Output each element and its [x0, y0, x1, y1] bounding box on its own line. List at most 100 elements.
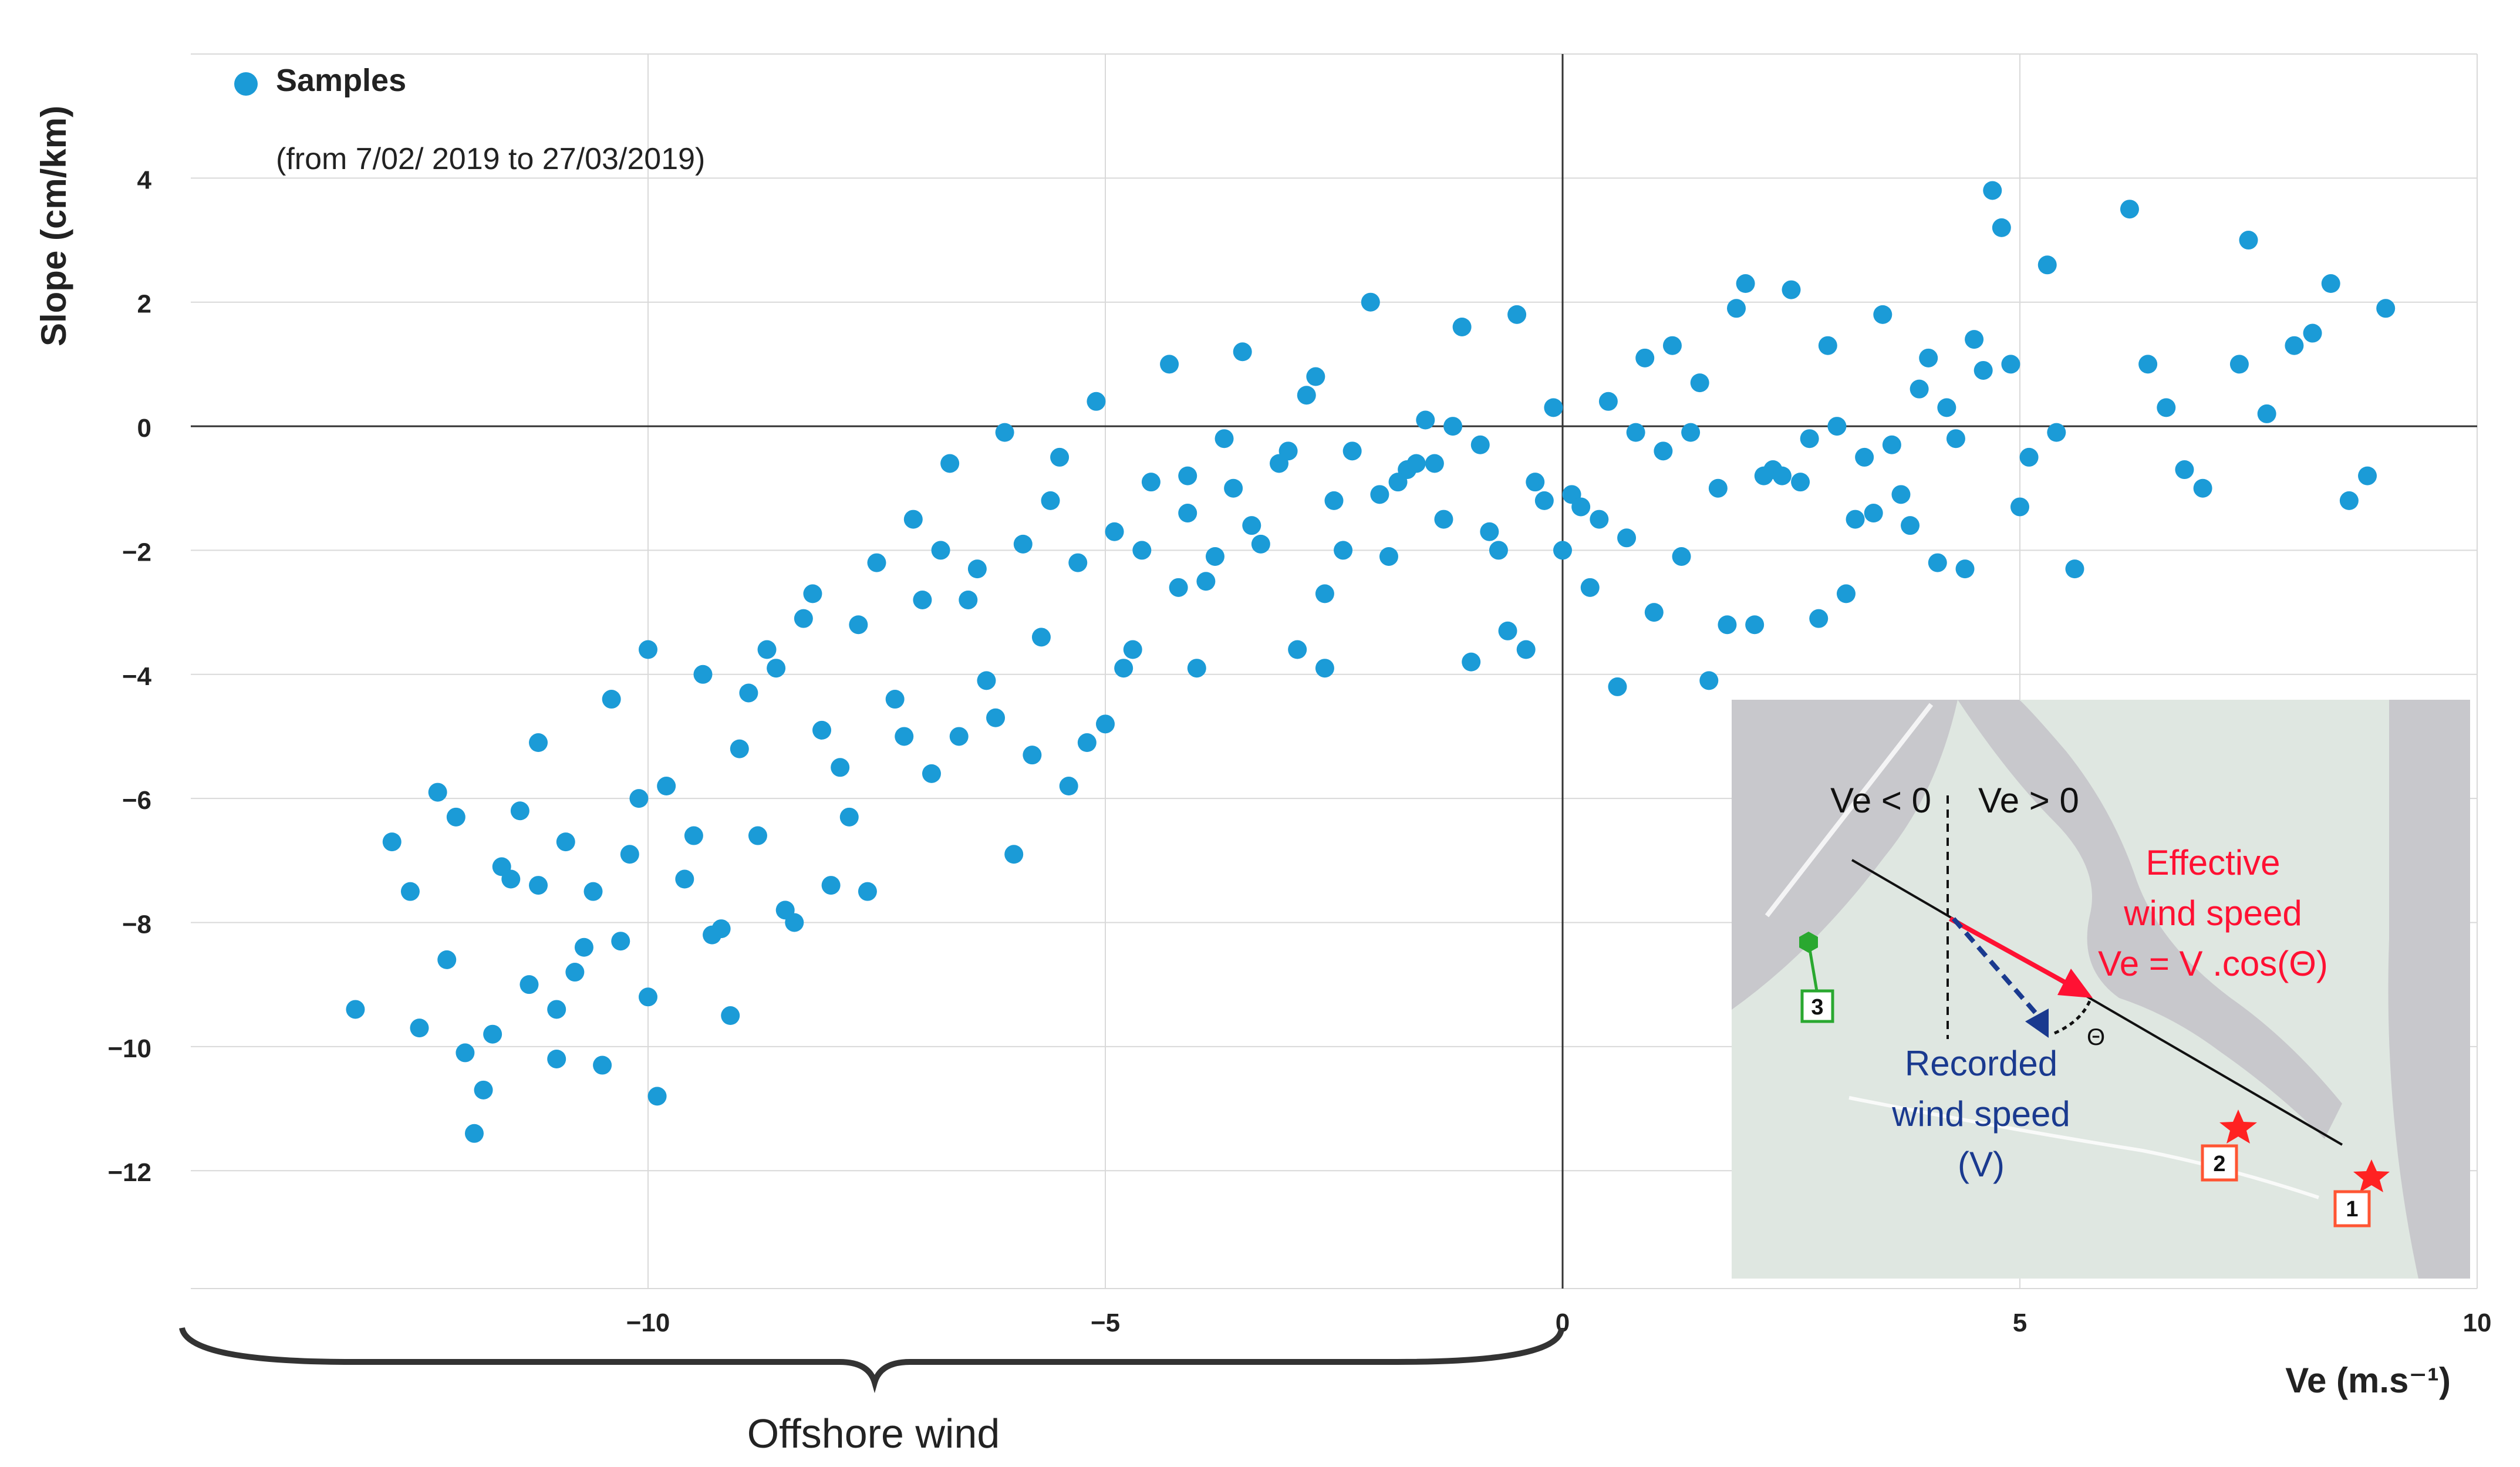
data-point — [1059, 777, 1078, 796]
data-point — [639, 987, 657, 1007]
data-point — [629, 789, 649, 808]
data-point — [1288, 640, 1307, 659]
data-point — [437, 950, 457, 969]
data-point — [1736, 274, 1755, 294]
data-point — [2175, 460, 2194, 480]
data-point — [858, 882, 877, 901]
data-point — [1489, 541, 1508, 560]
data-point — [2285, 336, 2304, 355]
y-tick-label: −2 — [122, 538, 151, 566]
recorded-label-3: (V) — [1958, 1145, 2005, 1184]
data-point — [1041, 491, 1060, 510]
data-point — [1718, 615, 1737, 635]
data-point — [1324, 491, 1344, 510]
data-point — [1846, 510, 1865, 529]
marker-2-star — [2219, 1109, 2257, 1144]
data-point — [1077, 733, 1097, 753]
data-point — [1571, 497, 1591, 517]
data-point — [574, 937, 593, 957]
data-point — [1425, 454, 1444, 473]
data-point — [2193, 478, 2212, 498]
data-point — [1013, 534, 1033, 554]
data-point — [812, 720, 832, 740]
data-point — [967, 559, 987, 579]
data-point — [583, 882, 603, 901]
data-point — [995, 423, 1014, 442]
data-point — [949, 727, 969, 746]
data-point — [1297, 386, 1316, 405]
data-point — [1105, 522, 1124, 541]
data-point — [2239, 231, 2258, 250]
data-point — [903, 510, 923, 529]
data-point — [1480, 522, 1499, 541]
recorded-label-1: Recorded — [1905, 1044, 2057, 1083]
data-point — [693, 665, 713, 684]
y-tick-label: 2 — [137, 290, 151, 319]
data-point — [1818, 336, 1837, 355]
inset-road — [1765, 703, 1934, 918]
offshore-label: Offshore wind — [747, 1411, 1000, 1456]
data-point — [1205, 547, 1224, 566]
inset-map: Ve < 0 Ve > 0 Θ Effective wind speed Ve … — [1732, 700, 2470, 1279]
data-point — [1672, 547, 1691, 566]
data-point — [986, 708, 1006, 727]
data-point — [428, 783, 447, 802]
recorded-arrowhead — [2025, 1009, 2049, 1038]
data-point — [1416, 410, 1435, 430]
data-point — [684, 826, 703, 845]
effective-vector — [1949, 916, 2073, 989]
data-point — [940, 454, 960, 473]
data-point — [2001, 355, 2020, 374]
grid — [191, 53, 2478, 1289]
data-point — [839, 807, 859, 827]
data-point — [2321, 274, 2340, 294]
data-point — [2065, 559, 2084, 579]
data-point — [2229, 355, 2249, 374]
data-point — [2138, 355, 2158, 374]
data-point — [821, 876, 841, 895]
data-point — [529, 876, 548, 895]
data-point — [1233, 342, 1252, 362]
data-point — [547, 1049, 566, 1068]
data-point — [1699, 671, 1719, 690]
data-point — [977, 671, 996, 690]
data-point — [1873, 305, 1892, 324]
data-point — [565, 963, 585, 982]
effective-label-1: Effective — [2145, 843, 2280, 882]
marker-1-star — [2353, 1159, 2390, 1192]
data-point — [456, 1043, 475, 1063]
data-point — [620, 845, 639, 864]
data-point — [2010, 497, 2029, 517]
data-point — [593, 1055, 612, 1075]
y-tick-label: −6 — [122, 786, 151, 815]
data-point — [913, 590, 932, 609]
data-point — [1681, 423, 1701, 442]
data-point — [785, 913, 804, 932]
data-point — [1974, 360, 1993, 380]
data-point — [1864, 504, 1883, 523]
data-point — [1580, 578, 1600, 597]
data-point — [1708, 478, 1728, 498]
data-point — [1983, 181, 2002, 200]
data-point — [1590, 510, 1609, 529]
data-point — [1937, 398, 1956, 417]
data-point — [1470, 435, 1490, 454]
data-point — [1617, 528, 1637, 548]
data-point — [1965, 330, 1984, 349]
data-point — [1379, 547, 1398, 566]
data-point — [1727, 299, 1746, 318]
data-point — [803, 584, 822, 603]
recorded-vector — [1951, 917, 2039, 1016]
x-tick-label: −5 — [1091, 1309, 1120, 1337]
data-point — [1662, 336, 1682, 355]
marker-2-label: 2 — [2213, 1152, 2225, 1176]
data-point — [1334, 541, 1353, 560]
effective-formula: Ve = V .cos(Θ) — [2098, 944, 2328, 983]
data-point — [657, 777, 676, 796]
data-point — [1087, 392, 1106, 411]
data-point — [1992, 218, 2011, 237]
data-point — [721, 1006, 740, 1026]
data-point — [867, 553, 886, 572]
ve-positive-label: Ve > 0 — [1978, 781, 2079, 820]
data-point — [647, 1087, 667, 1106]
